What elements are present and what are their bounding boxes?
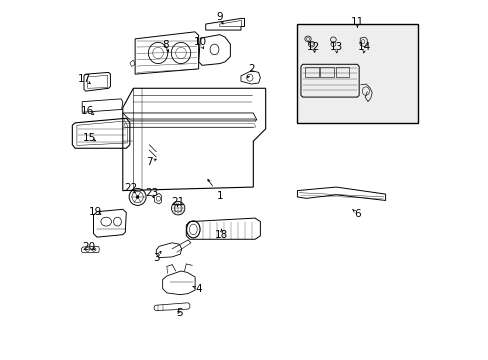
Text: 9: 9 <box>216 12 223 22</box>
Bar <box>305 67 318 77</box>
Text: 5: 5 <box>176 309 182 318</box>
Ellipse shape <box>136 195 139 198</box>
Text: 17: 17 <box>77 75 90 85</box>
Text: 20: 20 <box>82 242 95 252</box>
Text: 4: 4 <box>195 284 202 294</box>
Text: 22: 22 <box>124 184 137 193</box>
Text: 23: 23 <box>145 188 159 198</box>
Text: 11: 11 <box>350 17 363 27</box>
Text: 7: 7 <box>145 157 152 167</box>
Text: 10: 10 <box>193 37 206 48</box>
Text: 1: 1 <box>216 191 223 201</box>
Text: 15: 15 <box>82 133 96 143</box>
Text: 19: 19 <box>89 207 102 217</box>
Text: 6: 6 <box>353 208 360 219</box>
Text: 21: 21 <box>170 197 183 207</box>
Text: 8: 8 <box>162 40 168 50</box>
Bar <box>335 67 348 77</box>
Text: 3: 3 <box>153 253 159 262</box>
Text: 2: 2 <box>248 64 254 74</box>
Text: 12: 12 <box>306 42 319 51</box>
Text: 18: 18 <box>215 230 228 240</box>
Bar <box>320 67 333 77</box>
Text: 14: 14 <box>357 42 370 51</box>
Text: 13: 13 <box>329 42 342 51</box>
Text: 16: 16 <box>81 106 94 116</box>
Bar <box>296 24 418 123</box>
